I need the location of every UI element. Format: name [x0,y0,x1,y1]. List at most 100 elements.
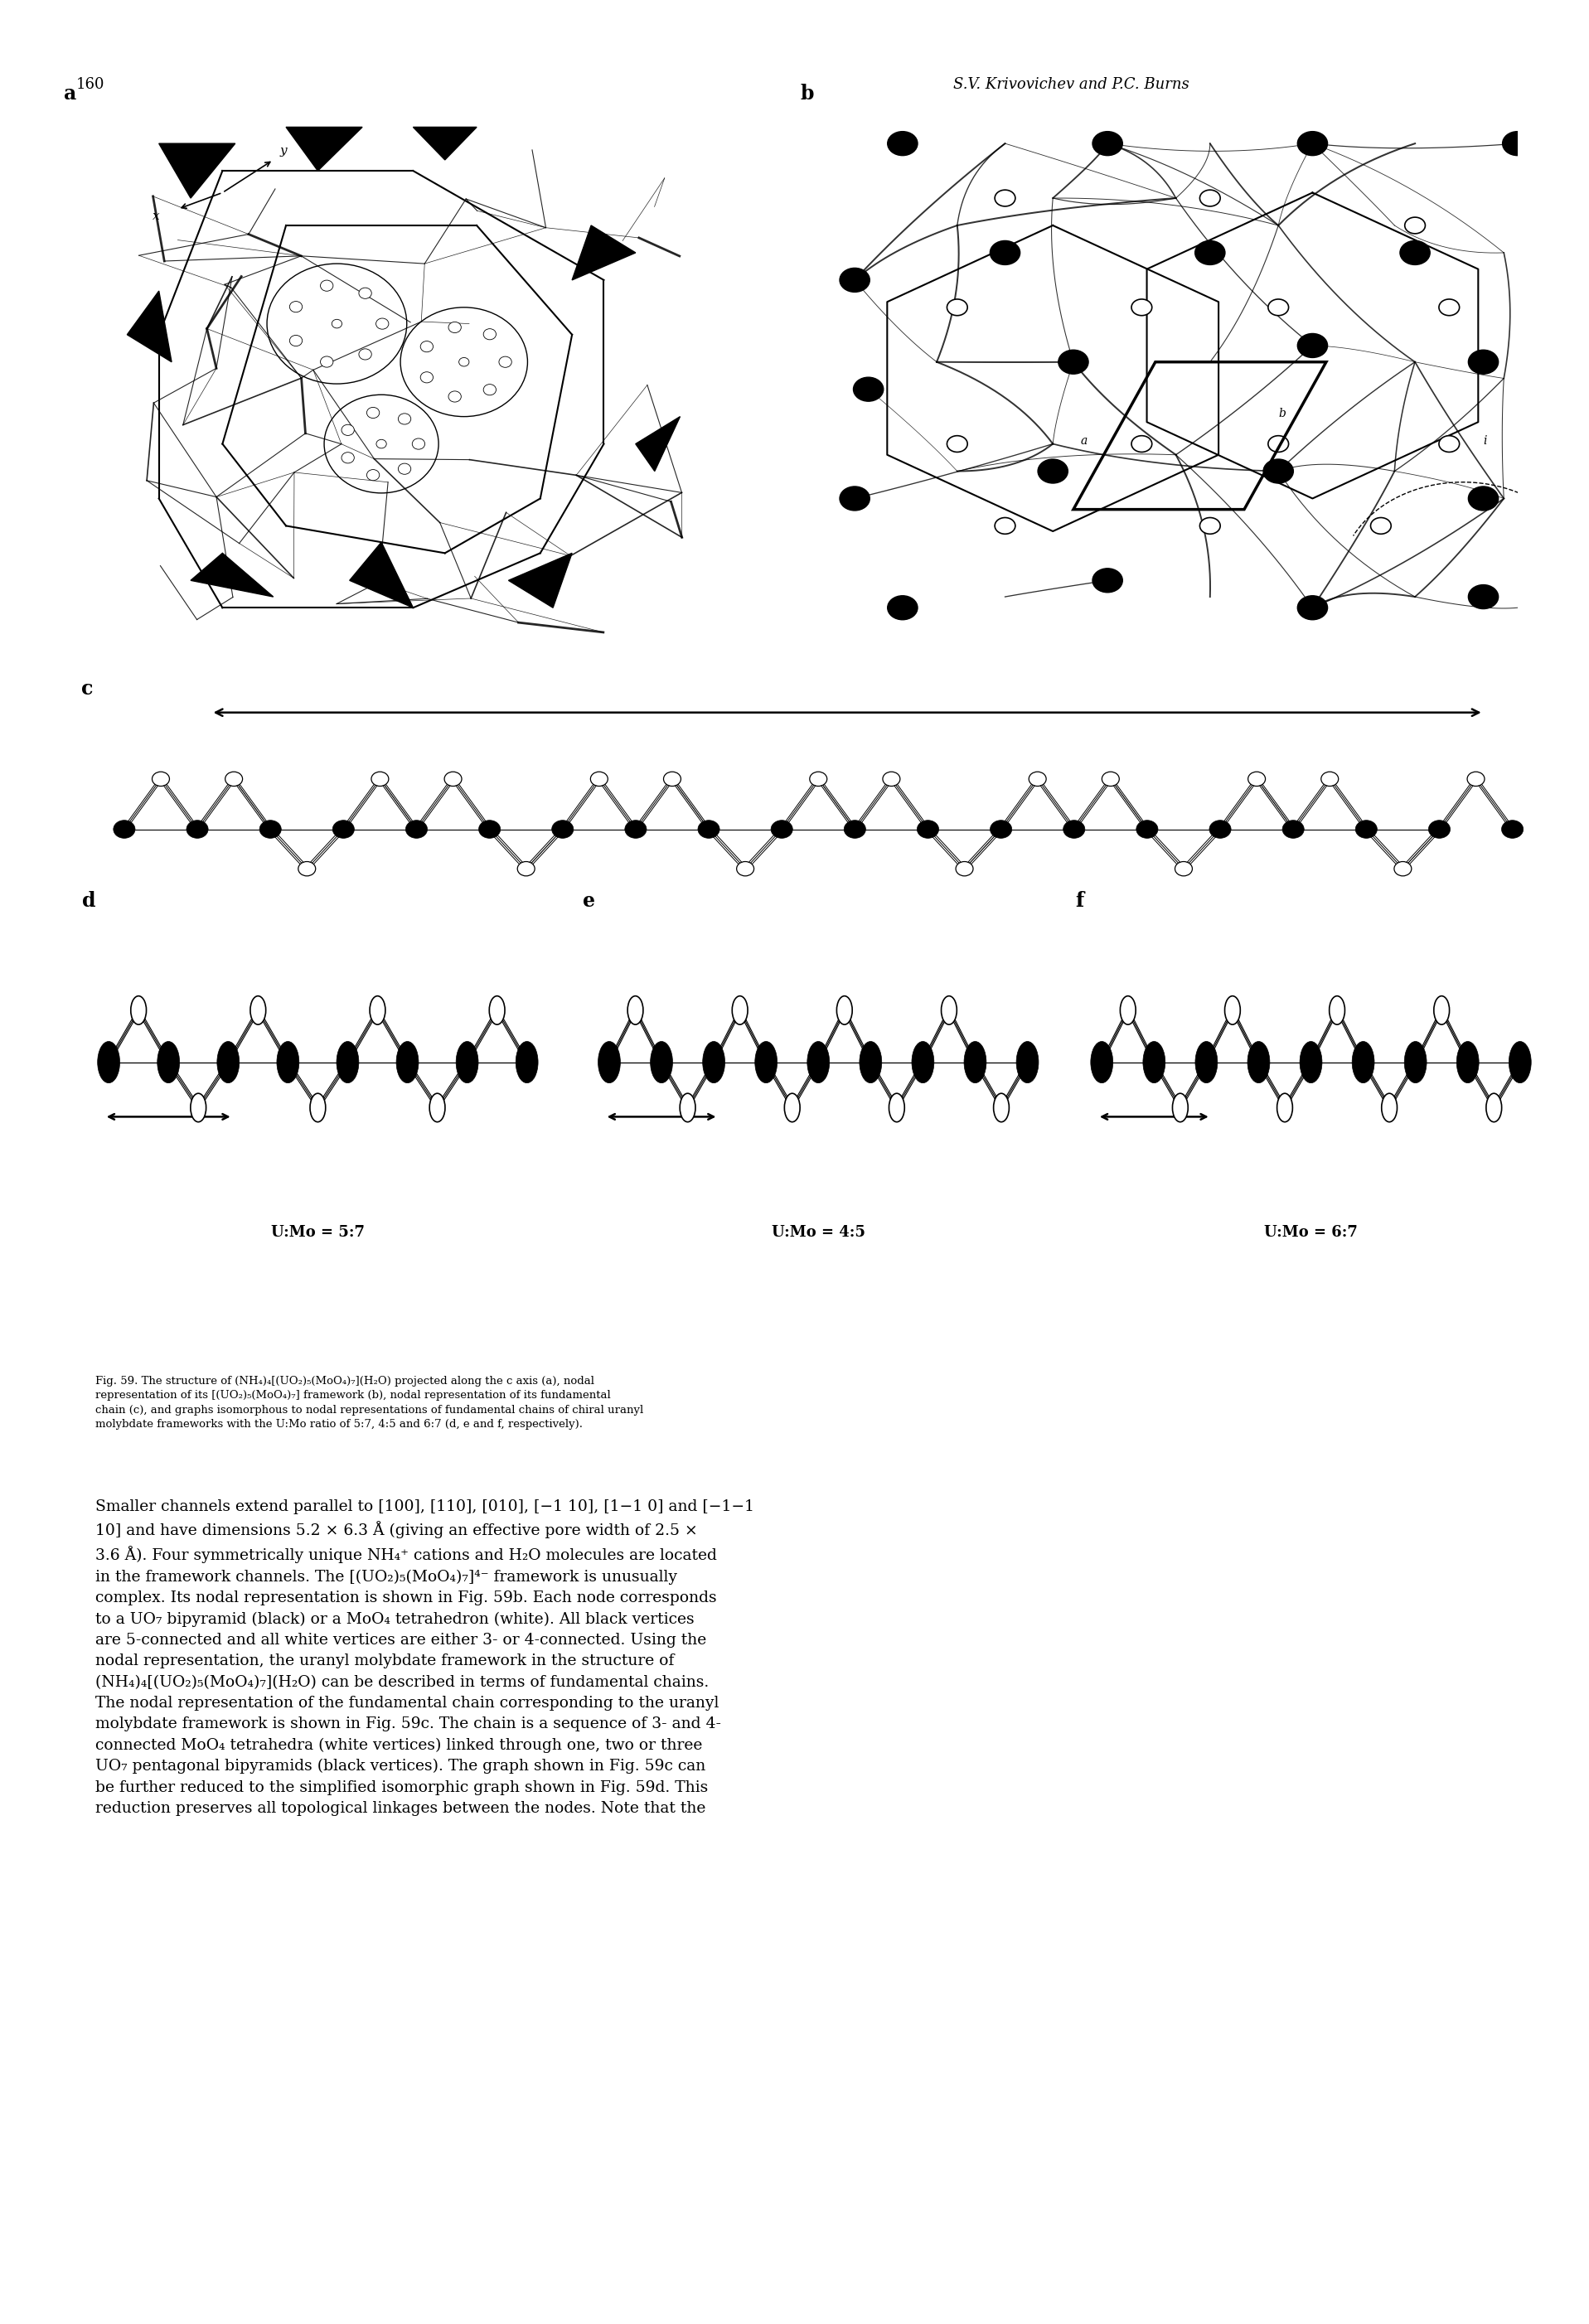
Text: b: b [1279,407,1286,418]
Circle shape [421,372,434,383]
Circle shape [421,342,434,351]
Ellipse shape [628,997,644,1025]
Text: a: a [1081,435,1087,446]
Ellipse shape [1174,862,1192,876]
Circle shape [947,435,968,453]
Circle shape [1131,300,1152,316]
Ellipse shape [702,1041,725,1083]
Circle shape [412,439,424,449]
Ellipse shape [1247,1041,1270,1083]
Ellipse shape [1195,1041,1217,1083]
Ellipse shape [1063,820,1085,839]
Circle shape [359,349,372,360]
Text: 160: 160 [76,77,105,91]
Ellipse shape [1225,997,1241,1025]
Circle shape [483,328,496,339]
Ellipse shape [1120,997,1136,1025]
Circle shape [1200,191,1220,207]
Ellipse shape [1355,820,1378,839]
Ellipse shape [1136,820,1158,839]
Ellipse shape [299,862,316,876]
Ellipse shape [912,1041,934,1083]
Ellipse shape [405,820,427,839]
Polygon shape [350,541,413,609]
Ellipse shape [733,997,748,1025]
Ellipse shape [1101,772,1119,786]
Ellipse shape [917,820,939,839]
Ellipse shape [1486,1092,1502,1122]
Text: b: b [801,84,814,105]
Text: i: i [1484,435,1487,446]
Ellipse shape [860,1041,882,1083]
Circle shape [499,356,512,367]
Ellipse shape [489,997,505,1025]
Ellipse shape [518,862,535,876]
Circle shape [1093,569,1122,593]
Ellipse shape [251,997,265,1025]
Circle shape [342,453,354,462]
Ellipse shape [1394,862,1411,876]
Circle shape [947,300,968,316]
Text: U:Mo = 4:5: U:Mo = 4:5 [772,1225,864,1239]
Ellipse shape [516,1041,539,1083]
Circle shape [399,414,412,425]
Circle shape [367,469,380,481]
Ellipse shape [191,1092,207,1122]
Text: U:Mo = 5:7: U:Mo = 5:7 [272,1225,364,1239]
Circle shape [1440,435,1459,453]
Circle shape [1268,300,1289,316]
Ellipse shape [810,772,826,786]
Circle shape [990,242,1020,265]
Text: Smaller channels extend parallel to [100], [110], [010], [−1 10], [1−1 0] and [−: Smaller channels extend parallel to [100… [95,1499,755,1815]
Circle shape [1468,586,1498,609]
Circle shape [1503,132,1532,156]
Circle shape [1371,518,1390,535]
Circle shape [888,595,917,621]
Ellipse shape [456,1041,478,1083]
Ellipse shape [1510,1041,1532,1083]
Ellipse shape [698,820,720,839]
Ellipse shape [226,772,243,786]
Polygon shape [286,128,362,172]
Ellipse shape [1457,1041,1479,1083]
Circle shape [1468,486,1498,511]
Ellipse shape [332,820,354,839]
Ellipse shape [1282,820,1305,839]
Ellipse shape [807,1041,829,1083]
Circle shape [839,267,869,293]
Ellipse shape [941,997,957,1025]
Text: c: c [81,679,92,700]
Ellipse shape [1278,1092,1292,1122]
Circle shape [1268,435,1289,453]
Polygon shape [127,290,172,363]
Circle shape [1263,460,1293,483]
Circle shape [839,486,869,511]
Text: Fig. 59. The structure of (NH₄)₄[(UO₂)₅(MoO₄)₇](H₂O) projected along the c axis : Fig. 59. The structure of (NH₄)₄[(UO₂)₅(… [95,1376,644,1429]
Ellipse shape [97,1041,119,1083]
Ellipse shape [153,772,170,786]
Circle shape [995,191,1015,207]
Ellipse shape [1028,772,1046,786]
Ellipse shape [680,1092,696,1122]
Ellipse shape [1405,1041,1427,1083]
Ellipse shape [551,820,574,839]
Ellipse shape [1017,1041,1039,1083]
Ellipse shape [186,820,208,839]
Ellipse shape [337,1041,359,1083]
Circle shape [321,281,334,290]
Circle shape [1405,216,1425,235]
Polygon shape [508,553,572,609]
Ellipse shape [429,1092,445,1122]
Ellipse shape [965,1041,987,1083]
Ellipse shape [771,820,793,839]
Ellipse shape [478,820,501,839]
Ellipse shape [1352,1041,1374,1083]
Ellipse shape [130,997,146,1025]
Circle shape [342,425,354,435]
Circle shape [995,518,1015,535]
Ellipse shape [396,1041,418,1083]
Ellipse shape [113,820,135,839]
Polygon shape [572,225,636,279]
Circle shape [399,462,412,474]
Ellipse shape [1247,772,1265,786]
